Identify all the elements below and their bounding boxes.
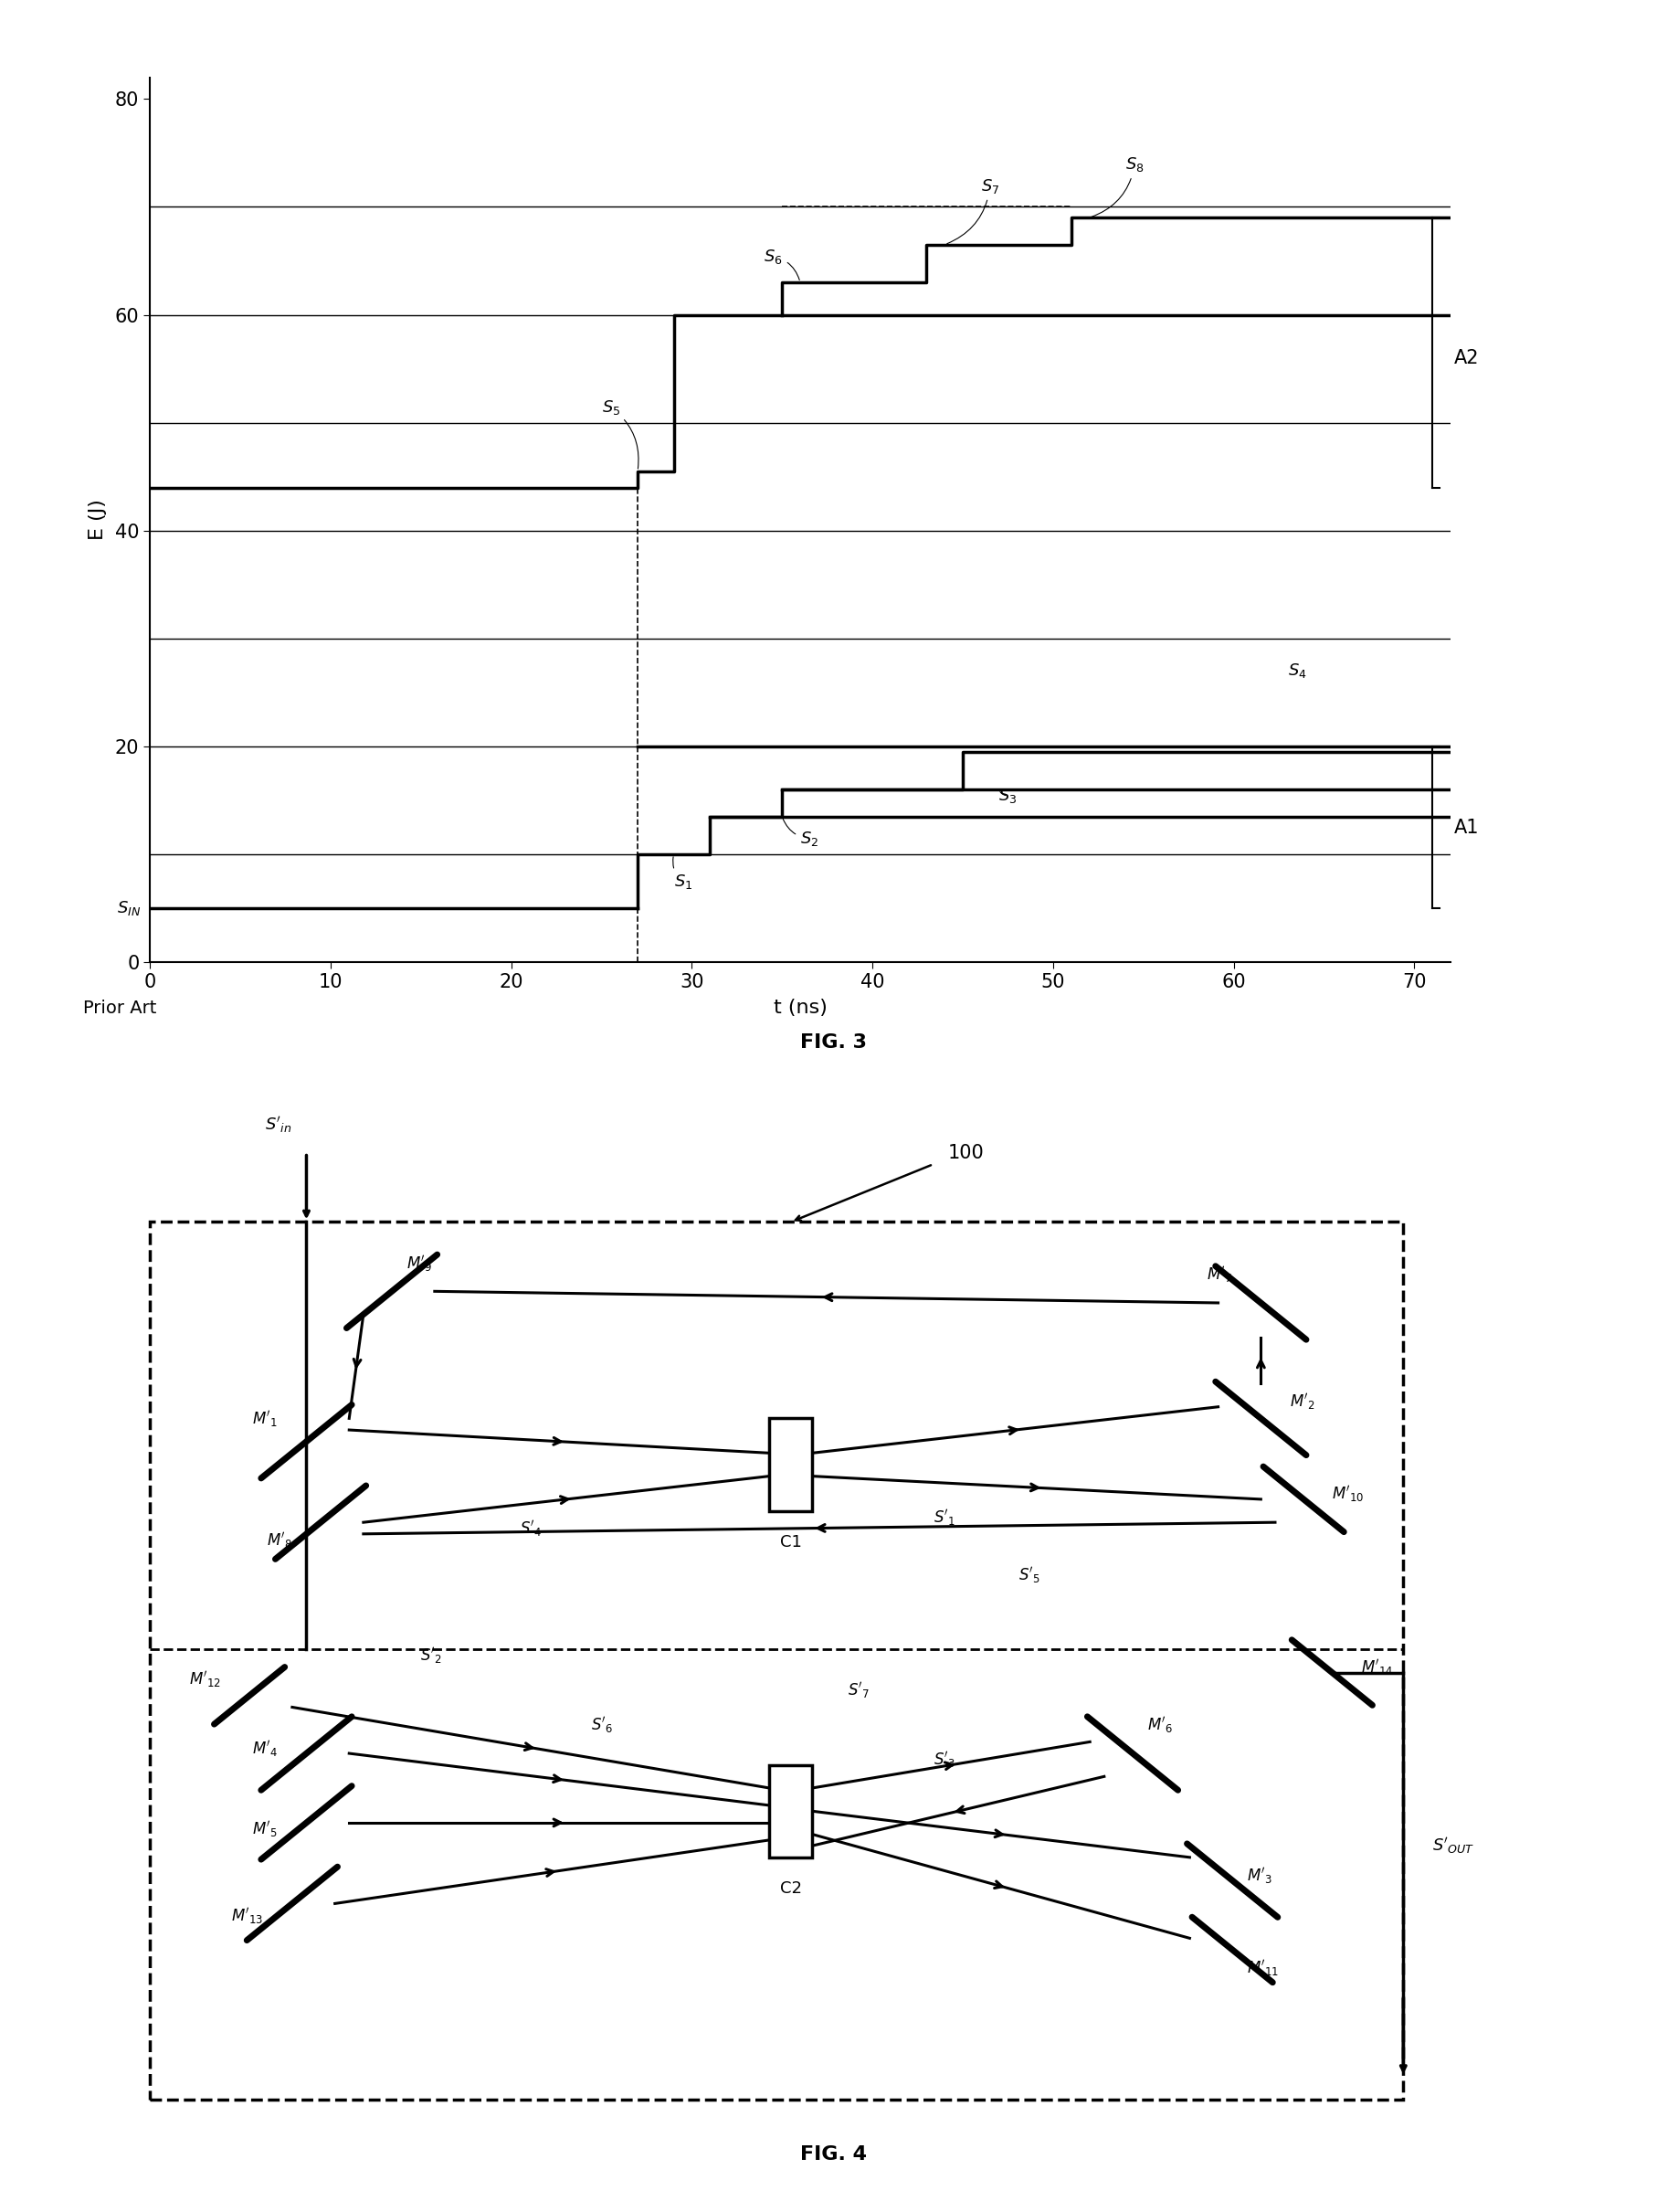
Text: $S_2$: $S_2$ [783,818,818,847]
Text: $M'_1$: $M'_1$ [252,1409,278,1429]
Text: $S'_1$: $S'_1$ [934,1506,955,1526]
Text: $M'_{14}$: $M'_{14}$ [1360,1657,1394,1677]
Text: $S_3$: $S_3$ [999,787,1017,805]
Text: $S'_6$: $S'_6$ [592,1714,613,1734]
Text: $M'_{10}$: $M'_{10}$ [1332,1484,1365,1504]
Text: $M'_4$: $M'_4$ [252,1739,278,1759]
Text: $M'_{12}$: $M'_{12}$ [188,1670,222,1690]
Text: $M'_{13}$: $M'_{13}$ [232,1907,263,1927]
Y-axis label: E (J): E (J) [88,500,107,540]
Text: $S_8$: $S_8$ [1092,155,1144,217]
Text: $S_6$: $S_6$ [763,248,800,281]
Text: $S'_3$: $S'_3$ [934,1750,955,1770]
Text: $S_7$: $S_7$ [947,177,999,243]
Text: $M'_{11}$: $M'_{11}$ [1247,1958,1279,1978]
Text: FIG. 4: FIG. 4 [800,2146,867,2163]
Text: $S'_7$: $S'_7$ [849,1681,870,1701]
Bar [770,1765,812,1858]
Text: 100: 100 [947,1144,984,1161]
Text: $S_4$: $S_4$ [1287,661,1307,679]
Text: $M'_9$: $M'_9$ [407,1254,432,1274]
X-axis label: t (ns): t (ns) [773,1000,827,1018]
Text: FIG. 3: FIG. 3 [800,1033,867,1051]
Text: C1: C1 [780,1533,802,1551]
Text: $M'_7$: $M'_7$ [1207,1265,1232,1285]
Text: $S'_5$: $S'_5$ [1019,1566,1040,1586]
Text: $M'_3$: $M'_3$ [1247,1865,1272,1885]
Text: Prior Art: Prior Art [83,1000,157,1018]
Text: $S_1$: $S_1$ [673,856,692,891]
Text: $S'_{OUT}$: $S'_{OUT}$ [1432,1836,1474,1856]
Text: $M'_5$: $M'_5$ [252,1818,278,1838]
Text: $S'_4$: $S'_4$ [520,1520,542,1540]
Text: $M'_8$: $M'_8$ [267,1531,292,1551]
Text: $M'_2$: $M'_2$ [1289,1391,1315,1411]
Text: $S_5$: $S_5$ [602,398,638,469]
Text: $M'_6$: $M'_6$ [1147,1714,1172,1734]
Bar [770,1418,812,1511]
Text: A1: A1 [1454,818,1479,836]
Text: $S_{IN}$: $S_{IN}$ [117,898,142,918]
Text: $S'_{in}$: $S'_{in}$ [265,1115,292,1135]
Text: A2: A2 [1454,349,1479,367]
Text: $S'_2$: $S'_2$ [420,1646,442,1666]
Text: C2: C2 [780,1880,802,1898]
